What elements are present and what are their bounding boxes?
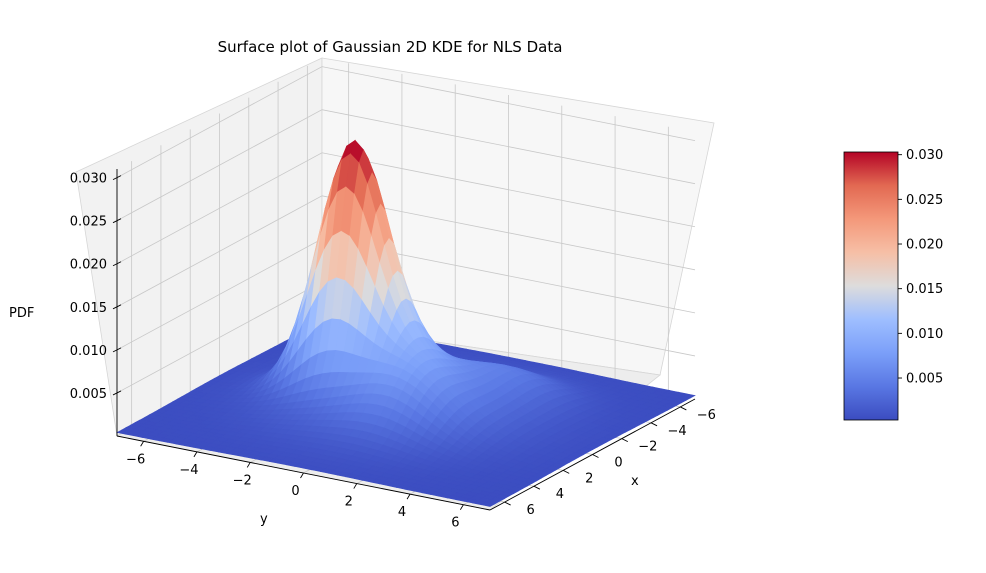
surface-patch — [480, 501, 496, 507]
z-axis-tick — [112, 261, 122, 267]
colorbar-tick-label: 0.030 — [906, 148, 943, 163]
x-axis-tick — [592, 454, 599, 458]
y-axis-tick — [193, 451, 198, 458]
x-tick-label: −6 — [697, 408, 716, 423]
x-tick-label: −2 — [638, 440, 657, 455]
colorbar-gradient — [843, 151, 899, 421]
wall-grid-line-z — [116, 109, 696, 222]
z-axis-label: PDF — [9, 306, 34, 321]
x-axis-tick — [533, 485, 541, 490]
colorbar-tick-label: 0.020 — [906, 238, 943, 253]
x-axis-label: x — [631, 474, 639, 489]
wall-grid-line-z — [116, 195, 696, 308]
x-tick-label: 2 — [585, 471, 593, 486]
x-tick-label: 6 — [527, 503, 535, 518]
kde-surface — [116, 139, 696, 507]
z-tick-label: 0.020 — [70, 258, 107, 273]
y-tick-label: 2 — [345, 495, 353, 510]
colorbar-ticks: 0.005 0.010 0.015 0.020 0.025 0.030 — [898, 148, 943, 387]
colorbar-tick-label: 0.010 — [906, 327, 943, 342]
x-tick-label: 0 — [614, 456, 622, 471]
chart-title: Surface plot of Gaussian 2D KDE for NLS … — [218, 38, 563, 56]
x-tick-label: −4 — [667, 424, 686, 439]
x-axis-tick — [680, 406, 687, 411]
y-axis-tick — [300, 472, 304, 479]
y-axis-tick — [406, 493, 411, 500]
wall-grid-line-z — [116, 152, 696, 265]
z-tick-label: 0.015 — [70, 301, 107, 316]
x-tick-label: 4 — [556, 487, 564, 502]
y-tick-label: 0 — [291, 484, 299, 499]
y-tick-label: −2 — [233, 473, 252, 488]
y-axis-tick — [353, 483, 358, 489]
colorbar-tick-label: 0.025 — [906, 193, 943, 208]
colorbar-tick-label: 0.005 — [906, 372, 943, 387]
z-axis-tick — [112, 390, 122, 396]
z-axis-tick — [112, 218, 122, 224]
z-axis-tick — [112, 175, 122, 181]
y-axis-tick — [246, 462, 251, 468]
y-axis-tick — [140, 441, 145, 447]
y-axis-label: y — [260, 512, 268, 527]
colorbar: 0.005 0.010 0.015 0.020 0.025 0.030 — [843, 148, 943, 421]
z-tick-label: 0.025 — [70, 215, 107, 230]
wall-grid-line-z — [116, 66, 696, 178]
y-axis-tick — [459, 504, 464, 510]
x-axis-tick — [563, 469, 570, 474]
z-tick-label: 0.030 — [70, 172, 107, 187]
x-axis-tick — [504, 501, 511, 506]
z-tick-label: 0.010 — [70, 344, 107, 359]
y-tick-label: 4 — [398, 505, 406, 520]
z-axis-tick — [112, 347, 122, 353]
colorbar-tick-label: 0.015 — [906, 282, 943, 297]
axes: −6 −4 −2 0 2 4 6 −6 −4 −2 0 2 4 6 0.005 0.010 0.015 0.020… — [70, 169, 716, 531]
z-axis-tick — [112, 304, 122, 310]
y-tick-label: −6 — [126, 452, 145, 467]
x-axis-tick — [650, 422, 658, 427]
z-tick-label: 0.005 — [70, 387, 107, 402]
x-axis-tick — [621, 438, 628, 443]
y-tick-label: 6 — [451, 516, 459, 531]
y-tick-label: −4 — [179, 463, 198, 478]
